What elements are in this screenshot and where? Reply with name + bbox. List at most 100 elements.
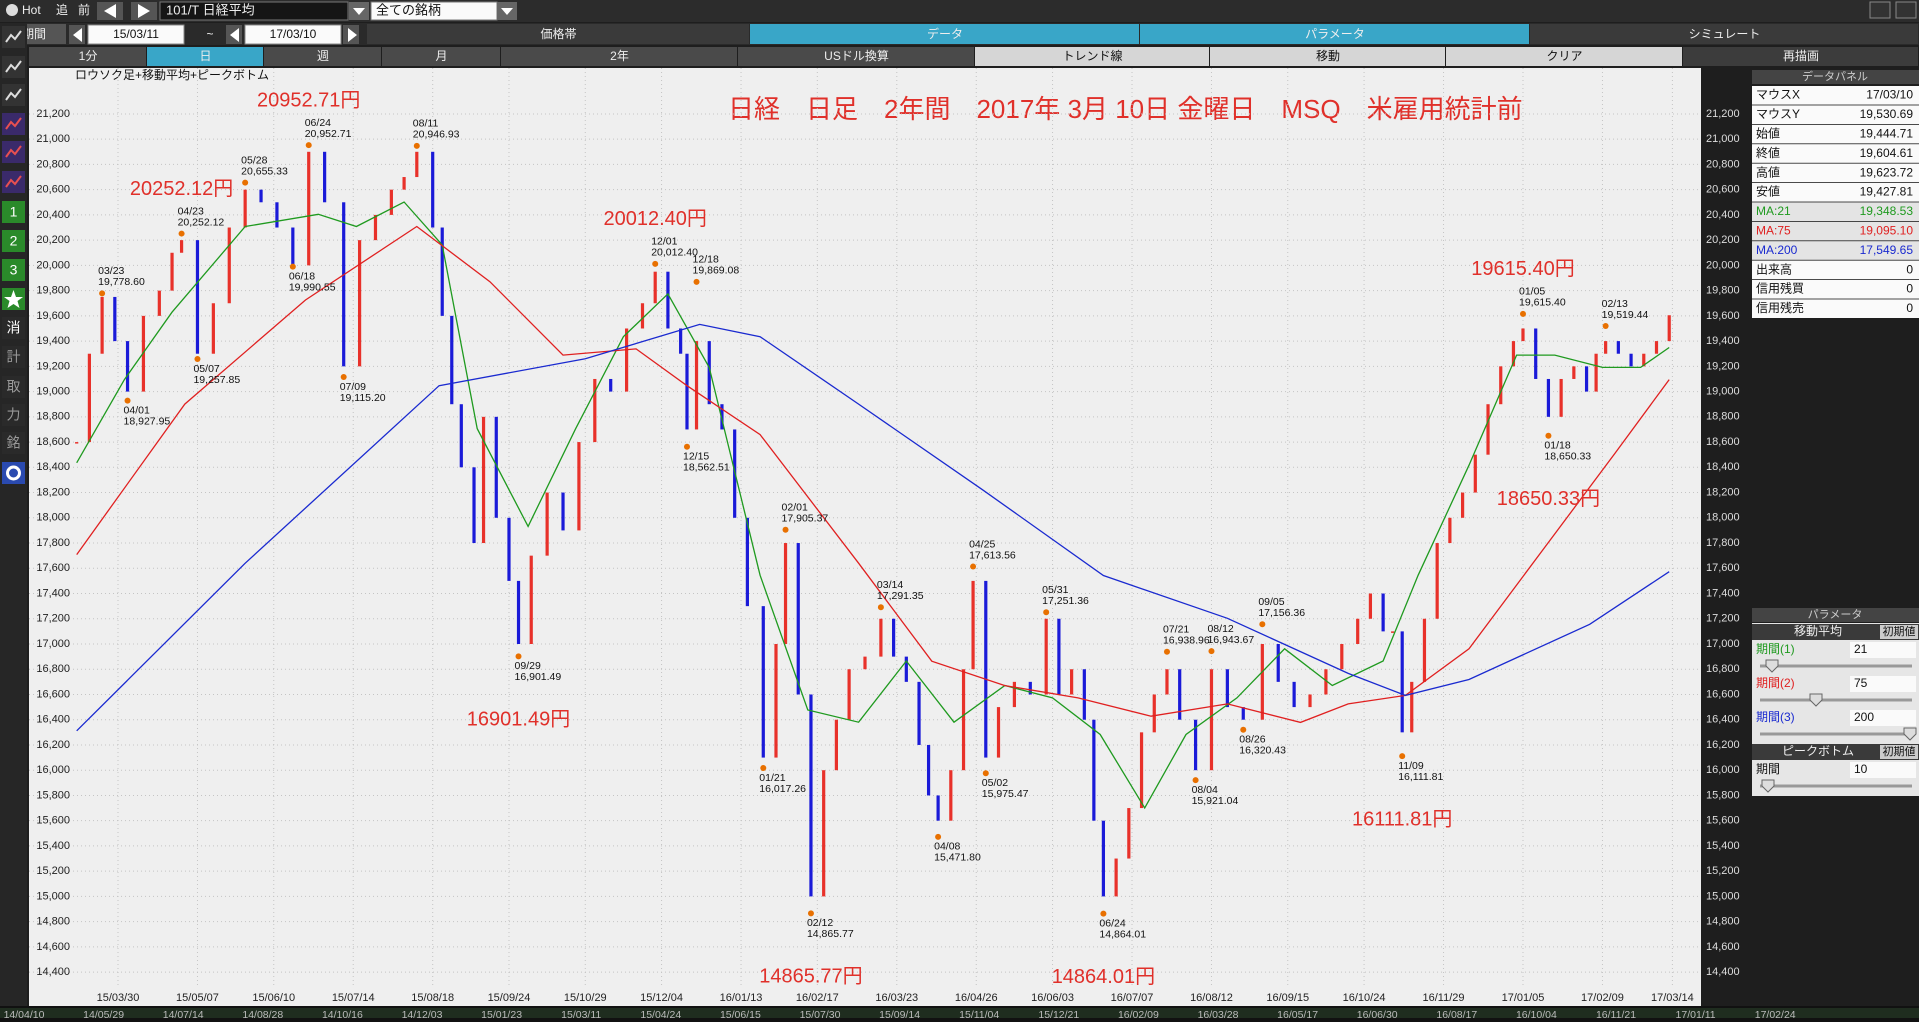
tool-button-label[interactable]: クリア xyxy=(1546,49,1582,63)
tool-button[interactable] xyxy=(501,47,737,66)
peak-callout: 19615.40円 xyxy=(1471,258,1574,280)
section-tab[interactable] xyxy=(1530,24,1918,44)
tool-button[interactable] xyxy=(738,47,974,66)
candle xyxy=(170,252,174,291)
peak-date: 01/21 xyxy=(759,772,785,784)
side-icon-label[interactable]: 消 xyxy=(7,320,21,336)
peak-marker xyxy=(683,443,690,450)
peak-marker xyxy=(1602,323,1609,330)
tool-button[interactable] xyxy=(264,47,381,66)
candle xyxy=(100,296,104,354)
param-value-box xyxy=(1850,762,1916,778)
date-box[interactable] xyxy=(87,24,185,45)
side-icon[interactable] xyxy=(2,432,25,454)
tool-button[interactable] xyxy=(29,47,146,66)
bulb-icon xyxy=(6,4,18,16)
section-tab-label[interactable]: シミュレート xyxy=(1689,27,1761,41)
candle xyxy=(1101,820,1106,897)
side-icon[interactable] xyxy=(2,346,25,368)
y-tick-label: 18,000 xyxy=(36,512,70,524)
x-tick-label: 15/03/30 xyxy=(97,992,140,1004)
section-tab-label[interactable]: パラメータ xyxy=(1305,27,1365,41)
slider-knob[interactable] xyxy=(1903,727,1917,741)
nav-arrow xyxy=(73,28,82,42)
tool-button[interactable] xyxy=(1210,47,1445,66)
hot-button[interactable]: Hot xyxy=(22,3,41,17)
tool-button-label[interactable]: 2年 xyxy=(610,49,629,63)
period-label[interactable]: 期間 xyxy=(22,27,46,41)
y-tick-label: 17,200 xyxy=(1706,613,1740,625)
tool-button[interactable] xyxy=(382,47,500,66)
side-icon[interactable] xyxy=(2,376,25,398)
peak-date: 12/15 xyxy=(683,451,709,463)
follow-button[interactable]: 追 xyxy=(56,2,68,17)
tool-button[interactable] xyxy=(1683,47,1918,66)
peak-date: 09/29 xyxy=(515,660,541,672)
candle xyxy=(1521,328,1525,342)
side-icon-label[interactable]: 力 xyxy=(7,407,21,423)
reset-label[interactable]: 初期値 xyxy=(1883,625,1916,638)
side-icon-label[interactable]: 計 xyxy=(7,349,21,365)
tool-button-label[interactable]: 再描画 xyxy=(1783,49,1819,63)
reset-label[interactable]: 初期値 xyxy=(1883,745,1916,758)
tool-button[interactable] xyxy=(1446,47,1682,66)
side-icon[interactable] xyxy=(2,230,25,252)
candle xyxy=(774,643,778,758)
tool-button-label[interactable]: 週 xyxy=(317,49,329,63)
peak-callout: 20252.12円 xyxy=(130,178,233,200)
section-tab-label[interactable]: データ xyxy=(927,26,963,41)
side-icon-label[interactable]: 取 xyxy=(7,379,21,395)
candle xyxy=(1422,618,1427,682)
side-icon-label[interactable]: 銘 xyxy=(7,435,21,451)
panel-row xyxy=(1752,260,1919,280)
y-tick-label: 17,400 xyxy=(1706,587,1740,599)
end-date: 17/03/10 xyxy=(270,27,317,41)
side-icon[interactable] xyxy=(2,404,25,426)
peak-value: 18,927.95 xyxy=(124,415,171,427)
panel-header xyxy=(1752,70,1919,84)
side-icon-label[interactable]: 1 xyxy=(10,204,18,220)
section-tab[interactable] xyxy=(367,24,749,44)
side-icon[interactable] xyxy=(2,317,25,339)
symbol-box[interactable] xyxy=(159,1,349,21)
tool-button-label[interactable]: トレンド線 xyxy=(1062,48,1122,63)
slider-knob[interactable] xyxy=(1809,693,1823,707)
prev-button[interactable]: 前 xyxy=(78,2,90,17)
tool-icon-glyph xyxy=(5,60,22,73)
reset-button[interactable] xyxy=(1880,625,1918,639)
y-tick-label: 15,800 xyxy=(1706,789,1740,801)
slider-knob[interactable] xyxy=(1765,659,1779,673)
slider-knob[interactable] xyxy=(1761,779,1775,793)
side-icon[interactable] xyxy=(2,462,25,484)
reset-button[interactable] xyxy=(1880,745,1918,759)
x-tick-label: 16/07/07 xyxy=(1111,992,1154,1004)
candle xyxy=(561,492,565,531)
candle xyxy=(1594,353,1598,392)
bottom-date: 15/12/21 xyxy=(1038,1009,1079,1021)
tool-button-label[interactable]: 1分 xyxy=(79,49,98,63)
y-tick-label: 19,200 xyxy=(36,360,70,372)
ma-line xyxy=(76,201,1670,810)
row-label: マウスX xyxy=(1756,88,1800,102)
tool-button-label[interactable]: USドル換算 xyxy=(824,48,889,63)
section-tab-label[interactable]: 価格帯 xyxy=(540,26,576,41)
tool-button-label[interactable]: 移動 xyxy=(1316,49,1340,63)
param-value: 21 xyxy=(1854,642,1868,656)
y-tick-label: 19,800 xyxy=(36,285,70,297)
candle xyxy=(1193,719,1198,771)
window-button[interactable] xyxy=(1895,1,1917,19)
tool-button[interactable] xyxy=(147,47,263,66)
side-icon[interactable] xyxy=(2,259,25,281)
side-icon-label[interactable]: 2 xyxy=(10,233,18,249)
tool-button[interactable] xyxy=(975,47,1209,66)
side-icon-label[interactable]: 3 xyxy=(10,262,18,278)
row-label: 出来高 xyxy=(1756,262,1792,276)
window-button[interactable] xyxy=(1869,1,1891,19)
tool-button-label[interactable]: 月 xyxy=(435,49,447,63)
side-icon[interactable] xyxy=(2,201,25,223)
section-tab[interactable] xyxy=(750,24,1139,44)
section-label: ピークボトム xyxy=(1782,744,1854,758)
tool-button-label[interactable]: 日 xyxy=(199,49,211,63)
date-box[interactable] xyxy=(244,24,342,45)
section-tab[interactable] xyxy=(1140,24,1529,44)
